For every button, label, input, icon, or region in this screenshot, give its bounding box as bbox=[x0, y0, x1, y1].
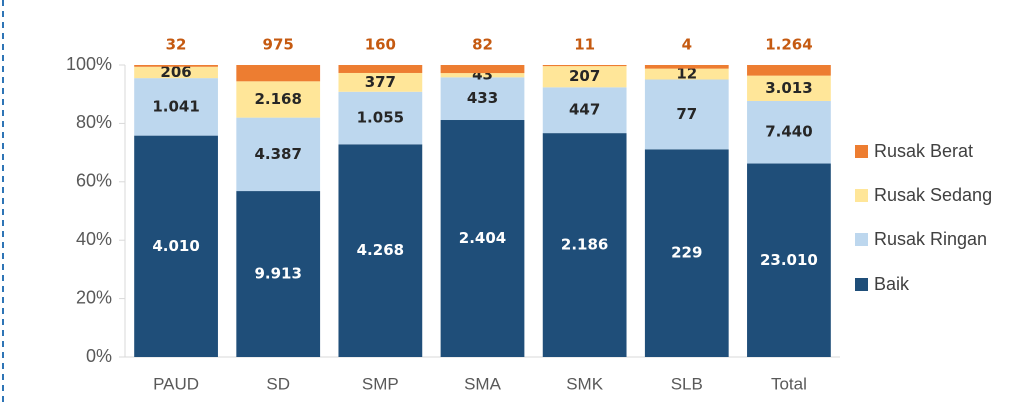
value-label: 2.186 bbox=[561, 236, 608, 254]
bar-segment bbox=[440, 77, 525, 121]
value-label: 4.268 bbox=[357, 241, 404, 259]
legend-swatch bbox=[855, 233, 868, 246]
bar-segment bbox=[134, 135, 218, 357]
value-label: 32 bbox=[166, 36, 187, 54]
value-label: 229 bbox=[671, 244, 702, 262]
bar-segment bbox=[542, 65, 627, 67]
value-label: 82 bbox=[472, 36, 493, 54]
bar-segment bbox=[338, 72, 423, 92]
bar-segment bbox=[644, 68, 729, 80]
bar-segment bbox=[236, 65, 321, 82]
y-tick-label: 60% bbox=[76, 171, 112, 191]
x-tick-label: Total bbox=[771, 374, 807, 393]
legend-label: Baik bbox=[874, 274, 910, 294]
y-tick-label: 80% bbox=[76, 112, 112, 132]
x-tick-label: PAUD bbox=[153, 374, 199, 393]
value-label: 9.913 bbox=[254, 265, 301, 283]
x-tick-label: SD bbox=[266, 374, 290, 393]
y-tick-label: 20% bbox=[76, 287, 112, 307]
value-label: 11 bbox=[574, 36, 595, 54]
y-tick-label: 100% bbox=[66, 54, 112, 74]
y-tick-label: 0% bbox=[86, 346, 112, 366]
value-label: 1.264 bbox=[765, 36, 812, 54]
value-label: 12 bbox=[676, 65, 697, 83]
value-label: 2.404 bbox=[459, 229, 506, 247]
bar-segment bbox=[747, 65, 831, 76]
bar-segment bbox=[440, 65, 525, 74]
legend-swatch bbox=[855, 278, 868, 291]
value-label: 1.041 bbox=[152, 97, 199, 115]
value-label: 77 bbox=[676, 105, 697, 123]
value-label: 160 bbox=[365, 36, 396, 54]
bar-segment bbox=[338, 144, 423, 357]
x-tick-label: SMA bbox=[464, 374, 502, 393]
bar-segment bbox=[542, 87, 627, 134]
x-tick-label: SMK bbox=[566, 374, 604, 393]
value-label: 4.387 bbox=[254, 145, 301, 163]
bar-segment bbox=[134, 78, 218, 136]
x-tick-label: SLB bbox=[671, 374, 703, 393]
value-label: 377 bbox=[365, 73, 396, 91]
value-label: 3.013 bbox=[765, 79, 812, 97]
bar-segment bbox=[542, 66, 627, 88]
bar-segment bbox=[747, 163, 831, 357]
value-label: 433 bbox=[467, 89, 498, 107]
bar-segment bbox=[644, 65, 729, 69]
legend-label: Rusak Sedang bbox=[874, 185, 992, 205]
bar-segment bbox=[542, 133, 627, 357]
value-label: 447 bbox=[569, 101, 600, 119]
legend-label: Rusak Berat bbox=[874, 141, 973, 161]
bar-segment bbox=[236, 191, 321, 357]
x-tick-label: SMP bbox=[362, 374, 399, 393]
value-label: 207 bbox=[569, 67, 600, 85]
bar-segment bbox=[236, 117, 321, 192]
bar-segment bbox=[747, 75, 831, 101]
bar-segment bbox=[644, 149, 729, 357]
bar-segment bbox=[747, 100, 831, 164]
bar-segment bbox=[338, 91, 423, 145]
value-label: 1.055 bbox=[357, 109, 404, 127]
value-label: 7.440 bbox=[765, 123, 812, 141]
value-label: 23.010 bbox=[760, 251, 818, 269]
bar-segment bbox=[134, 65, 218, 67]
value-label: 4 bbox=[682, 36, 692, 54]
bar-segment bbox=[440, 120, 525, 357]
legend-swatch bbox=[855, 145, 868, 158]
value-label: 4.010 bbox=[152, 237, 199, 255]
bar-segment bbox=[644, 79, 729, 150]
bar-segment bbox=[134, 66, 218, 79]
legend-swatch bbox=[855, 189, 868, 202]
value-label: 2.168 bbox=[254, 90, 301, 108]
bar-segment bbox=[338, 65, 423, 73]
bar-segment bbox=[236, 81, 321, 118]
value-label: 206 bbox=[160, 63, 191, 81]
legend-label: Rusak Ringan bbox=[874, 229, 987, 249]
y-tick-label: 40% bbox=[76, 229, 112, 249]
bar-segment bbox=[440, 73, 525, 78]
value-label: 975 bbox=[263, 36, 294, 54]
